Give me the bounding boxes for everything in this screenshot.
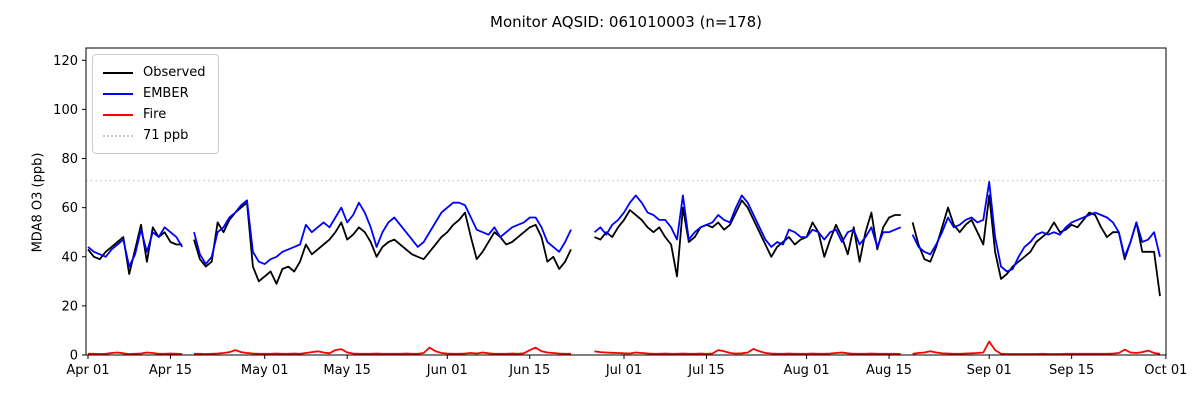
line-swatch-icon [103, 134, 133, 137]
legend-item-observed: Observed [103, 62, 206, 83]
svg-text:60: 60 [61, 201, 78, 216]
legend-label: 71 ppb [143, 128, 189, 143]
legend-item-ember: EMBER [103, 83, 206, 104]
svg-text:Jul 01: Jul 01 [605, 363, 642, 378]
svg-text:Jun 15: Jun 15 [508, 363, 550, 378]
svg-text:20: 20 [61, 299, 78, 314]
legend-item-71-ppb: 71 ppb [103, 125, 206, 146]
chart-title: Monitor AQSID: 061010003 (n=178) [490, 13, 762, 31]
svg-text:Aug 15: Aug 15 [866, 363, 912, 378]
line-swatch-icon [103, 113, 133, 116]
svg-text:Aug 01: Aug 01 [784, 363, 830, 378]
legend-item-fire: Fire [103, 104, 206, 125]
svg-text:Apr 15: Apr 15 [149, 363, 192, 378]
y-axis-label: MDA8 O3 (ppb) [30, 152, 46, 253]
svg-text:Jul 15: Jul 15 [687, 363, 724, 378]
svg-text:Sep 01: Sep 01 [967, 363, 1012, 378]
svg-text:100: 100 [53, 103, 78, 118]
legend: Observed EMBER Fire 71 ppb [92, 54, 219, 154]
line-swatch-icon [103, 92, 133, 95]
svg-text:80: 80 [61, 152, 78, 167]
legend-label: Observed [143, 65, 206, 80]
svg-text:Jun 01: Jun 01 [426, 363, 468, 378]
legend-label: EMBER [143, 86, 189, 101]
svg-text:Oct 01: Oct 01 [1144, 363, 1187, 378]
svg-text:May 15: May 15 [323, 363, 371, 378]
legend-label: Fire [143, 107, 167, 122]
svg-text:Apr 01: Apr 01 [66, 363, 109, 378]
svg-text:0: 0 [70, 349, 78, 364]
svg-text:May 01: May 01 [241, 363, 289, 378]
line-swatch-icon [103, 71, 133, 74]
svg-text:120: 120 [53, 54, 78, 69]
svg-text:40: 40 [61, 250, 78, 265]
svg-text:Sep 15: Sep 15 [1049, 363, 1094, 378]
